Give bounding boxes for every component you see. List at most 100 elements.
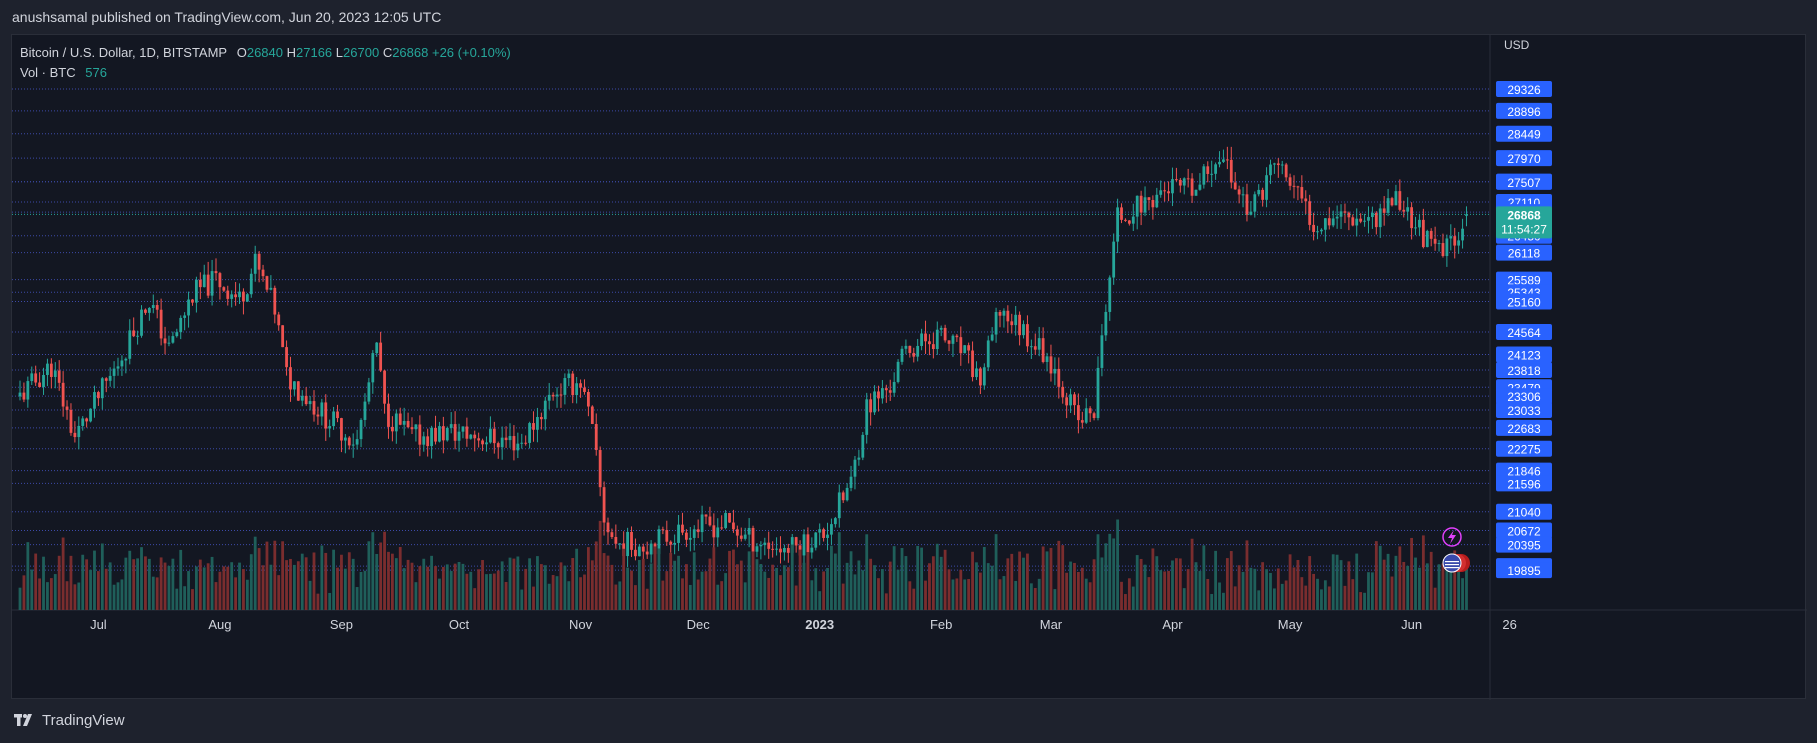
volume-bars-group bbox=[18, 519, 1468, 610]
candle-body bbox=[551, 394, 555, 397]
volume-bar bbox=[1312, 573, 1315, 610]
candle-body bbox=[994, 311, 998, 335]
volume-bar bbox=[575, 548, 579, 610]
volume-bar bbox=[473, 588, 477, 610]
candle-body bbox=[1018, 314, 1021, 336]
candle-body bbox=[528, 423, 531, 443]
candle-body bbox=[641, 546, 645, 552]
candle-body bbox=[202, 274, 206, 288]
volume-bar bbox=[1222, 592, 1225, 610]
volume-bar bbox=[1135, 555, 1139, 610]
candle-body bbox=[916, 345, 920, 357]
volume-bar bbox=[822, 571, 825, 610]
volume-bar bbox=[649, 563, 653, 610]
tradingview-branding[interactable]: TradingView bbox=[14, 712, 125, 729]
candle-body bbox=[1124, 219, 1127, 221]
candle-body bbox=[1292, 185, 1296, 187]
volume-bar bbox=[786, 567, 790, 610]
volume-bar bbox=[508, 557, 512, 610]
volume-bar bbox=[457, 561, 461, 610]
volume-bar bbox=[1237, 565, 1241, 610]
candle-body bbox=[324, 402, 328, 429]
volume-bar bbox=[1374, 541, 1378, 610]
price-chart[interactable]: 2932628896284492797027507275072711026912… bbox=[12, 35, 1807, 700]
candle-body bbox=[708, 516, 712, 526]
volume-bar bbox=[1304, 585, 1308, 610]
volume-bar bbox=[1088, 582, 1092, 610]
volume-bar bbox=[1159, 570, 1163, 610]
candle-body bbox=[1257, 189, 1261, 195]
volume-bar bbox=[1288, 554, 1292, 610]
candle-body bbox=[947, 340, 951, 344]
volume-bar bbox=[735, 564, 739, 610]
candle-body bbox=[485, 442, 488, 445]
volume-bar bbox=[324, 552, 328, 610]
volume-bar bbox=[1449, 561, 1453, 610]
candle-body bbox=[453, 424, 457, 441]
candle-body bbox=[85, 418, 89, 422]
candle-body bbox=[1006, 310, 1010, 322]
volume-bar bbox=[739, 560, 743, 610]
candle-body bbox=[637, 546, 641, 557]
candle-body bbox=[351, 444, 355, 446]
volume-bar bbox=[657, 548, 661, 610]
candle-body bbox=[990, 334, 994, 341]
candle-body bbox=[61, 382, 65, 407]
volume-bar bbox=[1335, 554, 1339, 610]
candle-body bbox=[93, 392, 96, 409]
volume-bar bbox=[57, 555, 61, 610]
candle-body bbox=[1367, 217, 1370, 221]
candle-body bbox=[1222, 159, 1225, 162]
candle-body bbox=[928, 341, 931, 345]
candle-body bbox=[1139, 195, 1143, 213]
candle-body bbox=[257, 253, 261, 270]
volume-bar bbox=[861, 570, 865, 610]
candle-body bbox=[685, 532, 688, 540]
price-level-label: 26118 bbox=[1508, 247, 1541, 261]
candle-body bbox=[328, 426, 332, 429]
candle-body bbox=[555, 394, 559, 397]
candle-body bbox=[22, 392, 26, 400]
chart-pane[interactable]: 2932628896284492797027507275072711026912… bbox=[11, 34, 1807, 700]
candle-body bbox=[1237, 189, 1241, 195]
price-level-label: 20395 bbox=[1507, 539, 1541, 553]
volume-bar bbox=[1316, 578, 1319, 610]
candle-body bbox=[1120, 207, 1123, 220]
price-level-label-box bbox=[1496, 271, 1552, 288]
volume-bar bbox=[818, 591, 822, 610]
candle-body bbox=[144, 309, 147, 313]
volume-bar bbox=[1092, 559, 1096, 610]
volume-bar bbox=[1249, 567, 1253, 610]
candle-body bbox=[920, 333, 923, 346]
volume-bar bbox=[253, 536, 257, 610]
candle-body bbox=[1053, 368, 1057, 374]
candle-body bbox=[1057, 368, 1061, 387]
candle-body bbox=[53, 370, 57, 377]
candle-body bbox=[1308, 201, 1312, 225]
volume-bar bbox=[500, 561, 504, 610]
volume-bar bbox=[343, 568, 347, 610]
volume-bar bbox=[916, 545, 920, 610]
candle-body bbox=[289, 367, 292, 390]
candle-body bbox=[1386, 198, 1390, 213]
volume-bar bbox=[579, 577, 582, 610]
volume-bar bbox=[336, 567, 339, 610]
candle-body bbox=[312, 401, 316, 415]
candle-body bbox=[1104, 311, 1108, 336]
publish-text: anushsamal published on TradingView.com,… bbox=[12, 9, 442, 25]
candle-body bbox=[696, 529, 700, 533]
price-level-label-box bbox=[1496, 402, 1552, 419]
candle-body bbox=[763, 542, 767, 546]
volume-bar bbox=[712, 547, 716, 610]
volume-bar bbox=[892, 546, 896, 610]
candle-body bbox=[171, 336, 175, 343]
volume-bar bbox=[967, 579, 971, 610]
candle-body bbox=[853, 459, 857, 477]
volume-bar bbox=[1080, 567, 1084, 610]
volume-bar bbox=[755, 559, 759, 610]
candle-body bbox=[720, 527, 724, 529]
candle-body bbox=[332, 411, 335, 427]
volume-bar bbox=[955, 578, 959, 610]
volume-bar bbox=[214, 582, 218, 610]
volume-bar bbox=[1182, 588, 1186, 610]
